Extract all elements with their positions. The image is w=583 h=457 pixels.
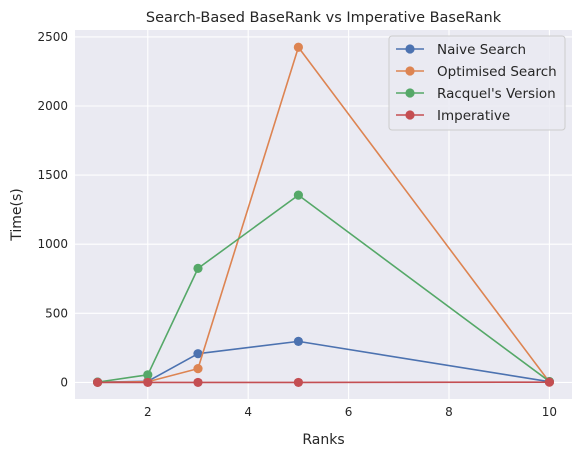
x-tick-label: 6	[345, 405, 353, 419]
legend-label: Naive Search	[437, 42, 526, 58]
legend-item: Optimised Search	[396, 64, 557, 80]
chart-title: Search-Based BaseRank vs Imperative Base…	[146, 10, 502, 26]
y-tick-label: 0	[60, 375, 68, 389]
y-tick-label: 1000	[37, 237, 68, 251]
x-axis-label: Ranks	[302, 432, 344, 448]
data-point	[193, 363, 203, 374]
series-imperative	[92, 377, 555, 388]
x-tick-label: 4	[244, 405, 252, 419]
legend-box	[388, 35, 566, 131]
data-point	[92, 377, 103, 388]
legend-item: Naive Search	[396, 42, 526, 58]
data-point	[544, 377, 555, 387]
legend-item: Imperative	[396, 108, 510, 124]
tick-labels: 2 4 6 8 10 0 500 1000 1500 2000 2500	[37, 30, 557, 419]
legend-marker	[405, 66, 415, 76]
legend-label: Optimised Search	[437, 64, 557, 80]
legend-label: Racquel's Version	[437, 86, 556, 102]
data-point	[143, 377, 153, 388]
y-tick-label: 2000	[37, 99, 68, 113]
legend-marker	[405, 110, 415, 120]
legend-label: Imperative	[437, 108, 510, 124]
x-tick-label: 10	[542, 405, 557, 419]
data-point	[293, 336, 303, 346]
data-point	[293, 42, 303, 52]
data-point	[193, 377, 203, 388]
y-tick-label: 1500	[37, 168, 68, 182]
data-point	[293, 377, 303, 388]
legend-marker	[405, 88, 415, 98]
y-tick-label: 2500	[37, 30, 68, 44]
y-axis-label: Time(s)	[9, 188, 25, 241]
legend-marker	[405, 44, 415, 54]
series-group	[92, 42, 555, 388]
data-point	[193, 263, 203, 273]
legend-item: Racquel's Version	[396, 86, 556, 102]
data-point	[143, 370, 153, 380]
x-tick-label: 2	[144, 405, 152, 419]
legend: Naive Search Optimised Search Racquel's Ve…	[388, 35, 566, 131]
y-tick-label: 500	[45, 306, 68, 320]
x-tick-label: 8	[445, 405, 453, 419]
data-point	[193, 349, 203, 359]
data-point	[293, 190, 303, 200]
